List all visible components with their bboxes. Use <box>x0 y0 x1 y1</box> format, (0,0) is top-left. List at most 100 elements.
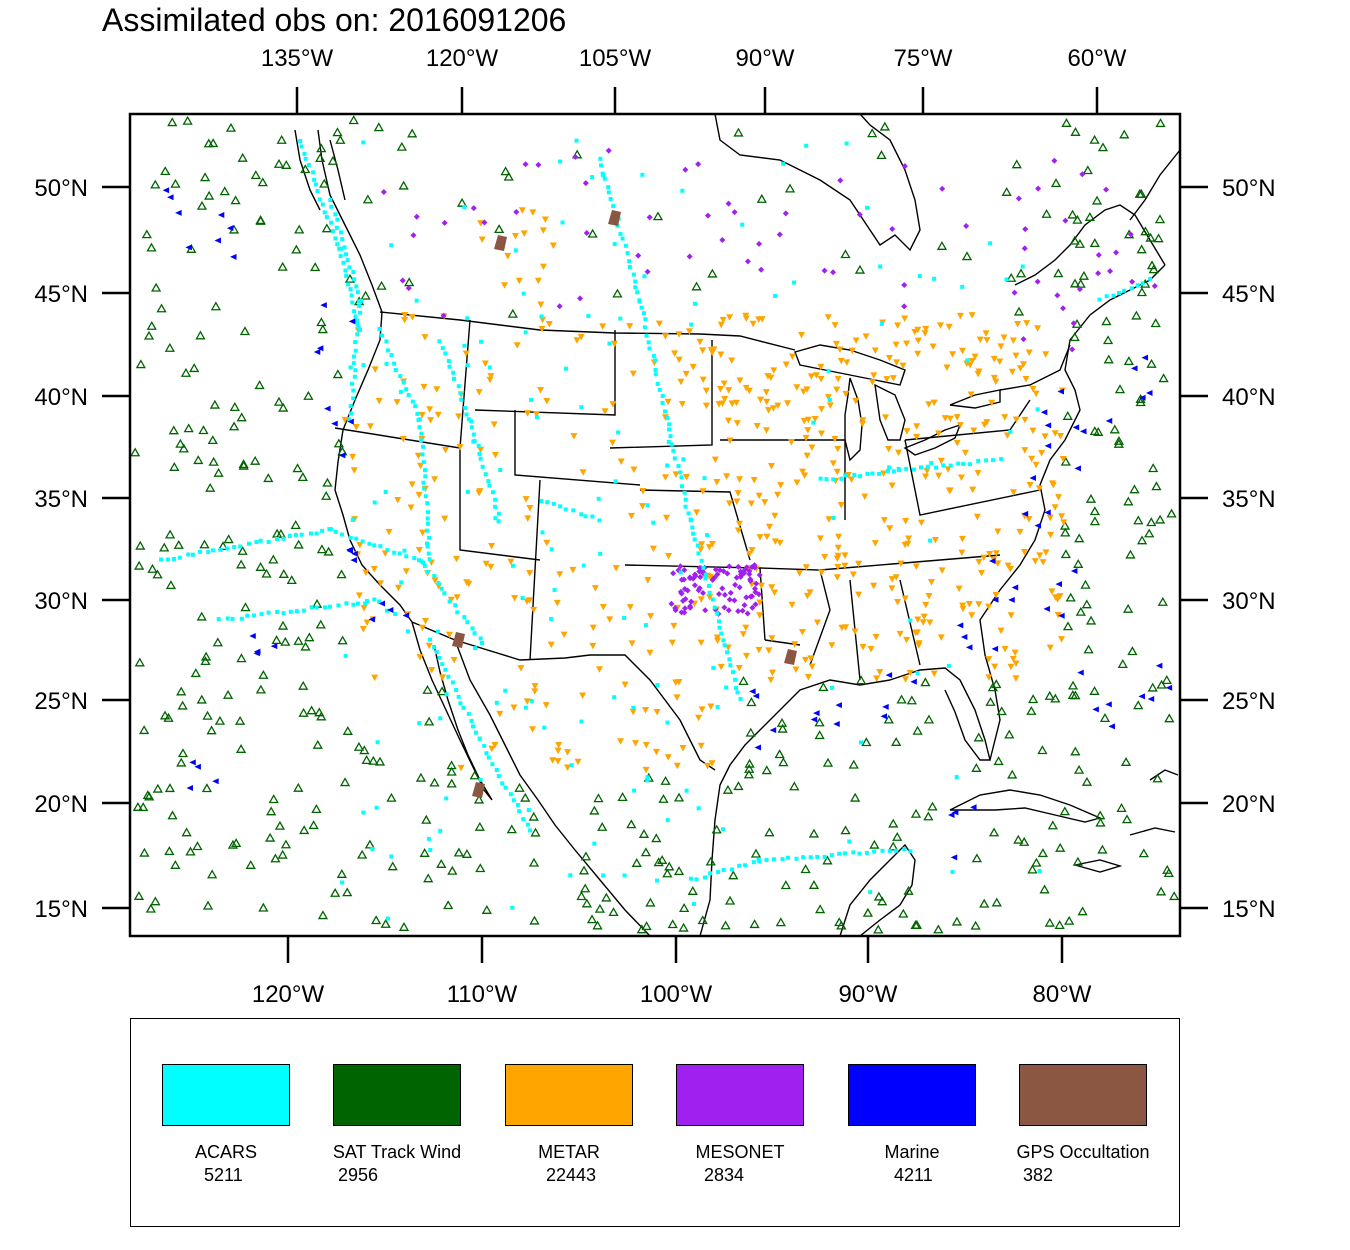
acars-point <box>539 314 544 319</box>
mesonet-point <box>712 566 719 573</box>
metar-point <box>490 421 498 428</box>
sat-track-wind-point <box>404 277 415 287</box>
acars-point <box>598 551 603 556</box>
map-frame <box>128 112 1182 938</box>
mesonet-point <box>736 584 743 591</box>
metar-point <box>807 373 815 380</box>
sat-track-wind-point <box>951 916 963 926</box>
acars-point <box>896 466 901 471</box>
metar-point <box>771 512 779 520</box>
metar-point <box>937 634 945 641</box>
acars-point <box>456 384 461 389</box>
lat-tick-label: 40°N <box>34 384 88 411</box>
mesonet-point <box>731 209 738 216</box>
metar-point <box>526 504 534 512</box>
acars-point <box>887 465 892 470</box>
metar-point <box>698 706 706 713</box>
metar-point <box>543 539 551 547</box>
metar-point <box>871 540 879 547</box>
sat-track-wind-point <box>329 887 341 897</box>
metar-point <box>689 363 697 371</box>
acars-point <box>727 657 732 662</box>
acars-point <box>602 176 607 181</box>
sat-track-wind-point <box>1089 506 1100 516</box>
sat-track-wind-point <box>1166 508 1177 518</box>
metar-point <box>541 216 549 224</box>
acars-point <box>349 293 354 298</box>
metar-point <box>885 446 893 453</box>
mesonet-point <box>721 591 728 598</box>
acars-point <box>510 905 515 910</box>
sat-track-wind-point <box>528 857 540 867</box>
metar-point <box>1042 351 1050 358</box>
sat-track-wind-point <box>275 528 287 538</box>
mesonet-point <box>1079 171 1086 178</box>
sat-track-wind-point <box>814 717 825 727</box>
sat-track-wind-point <box>738 676 749 686</box>
sat-track-wind-point <box>189 363 200 373</box>
lat-tick-label: 45°N <box>34 281 88 308</box>
acars-point <box>999 456 1004 461</box>
metar-point <box>394 584 402 592</box>
acars-point <box>657 387 662 392</box>
marine-point <box>951 809 959 816</box>
sat-track-wind-point <box>528 811 539 821</box>
metar-point <box>1025 516 1033 523</box>
metar-point <box>732 399 740 407</box>
metar-point <box>756 396 764 404</box>
mesonet-point <box>752 601 759 608</box>
sat-track-wind-point <box>912 725 923 735</box>
sat-track-wind-point <box>691 281 702 291</box>
sat-track-wind-point <box>910 808 922 818</box>
metar-point <box>985 603 993 611</box>
sat-track-wind-point <box>176 757 187 767</box>
metar-point <box>831 435 839 443</box>
acars-point <box>375 740 380 745</box>
sat-track-wind-point <box>1155 118 1166 128</box>
metar-point <box>507 558 515 566</box>
acars-point <box>738 696 743 701</box>
metar-point <box>511 595 519 602</box>
marine-point <box>1040 409 1048 416</box>
acars-point <box>682 490 687 495</box>
sat-track-wind-point <box>453 847 464 857</box>
acars-point <box>389 353 394 358</box>
sat-track-wind-point <box>280 636 291 646</box>
acars-point <box>689 322 694 327</box>
sat-track-wind-point <box>780 880 791 890</box>
mesonet-point <box>743 564 750 571</box>
sat-track-wind-point <box>203 190 215 200</box>
metar-point <box>401 316 409 324</box>
sat-track-wind-point <box>687 886 698 895</box>
marine-point <box>1141 354 1149 361</box>
mesonet-point <box>440 312 447 319</box>
acars-point <box>946 663 951 668</box>
metar-point <box>708 760 716 767</box>
sat-track-wind-point <box>292 463 303 473</box>
lon-tick-label: 100°W <box>640 981 713 1008</box>
sat-track-wind-point <box>297 472 308 482</box>
acars-point <box>477 451 482 456</box>
marine-point <box>347 418 354 425</box>
metar-point <box>726 437 734 445</box>
mesonet-point <box>901 303 908 310</box>
mesonet-point <box>856 211 863 218</box>
metar-point <box>788 601 796 609</box>
metar-point <box>673 694 681 701</box>
metar-point <box>925 401 933 408</box>
sat-track-wind-point <box>200 656 211 666</box>
sat-track-wind-point <box>761 765 772 775</box>
sat-track-wind-point <box>1067 689 1078 699</box>
metar-point <box>970 427 978 435</box>
sat-track-wind-point <box>206 725 217 735</box>
metar-point <box>784 400 792 407</box>
acars-point <box>792 280 797 285</box>
metar-point <box>913 433 921 441</box>
sat-track-wind-point <box>1083 644 1094 654</box>
acars-point <box>312 177 317 182</box>
sat-track-wind-point <box>500 166 511 176</box>
acars-point <box>822 854 827 859</box>
acars-point <box>844 141 849 146</box>
sat-track-wind-point <box>1146 260 1158 270</box>
metar-point <box>402 568 410 575</box>
